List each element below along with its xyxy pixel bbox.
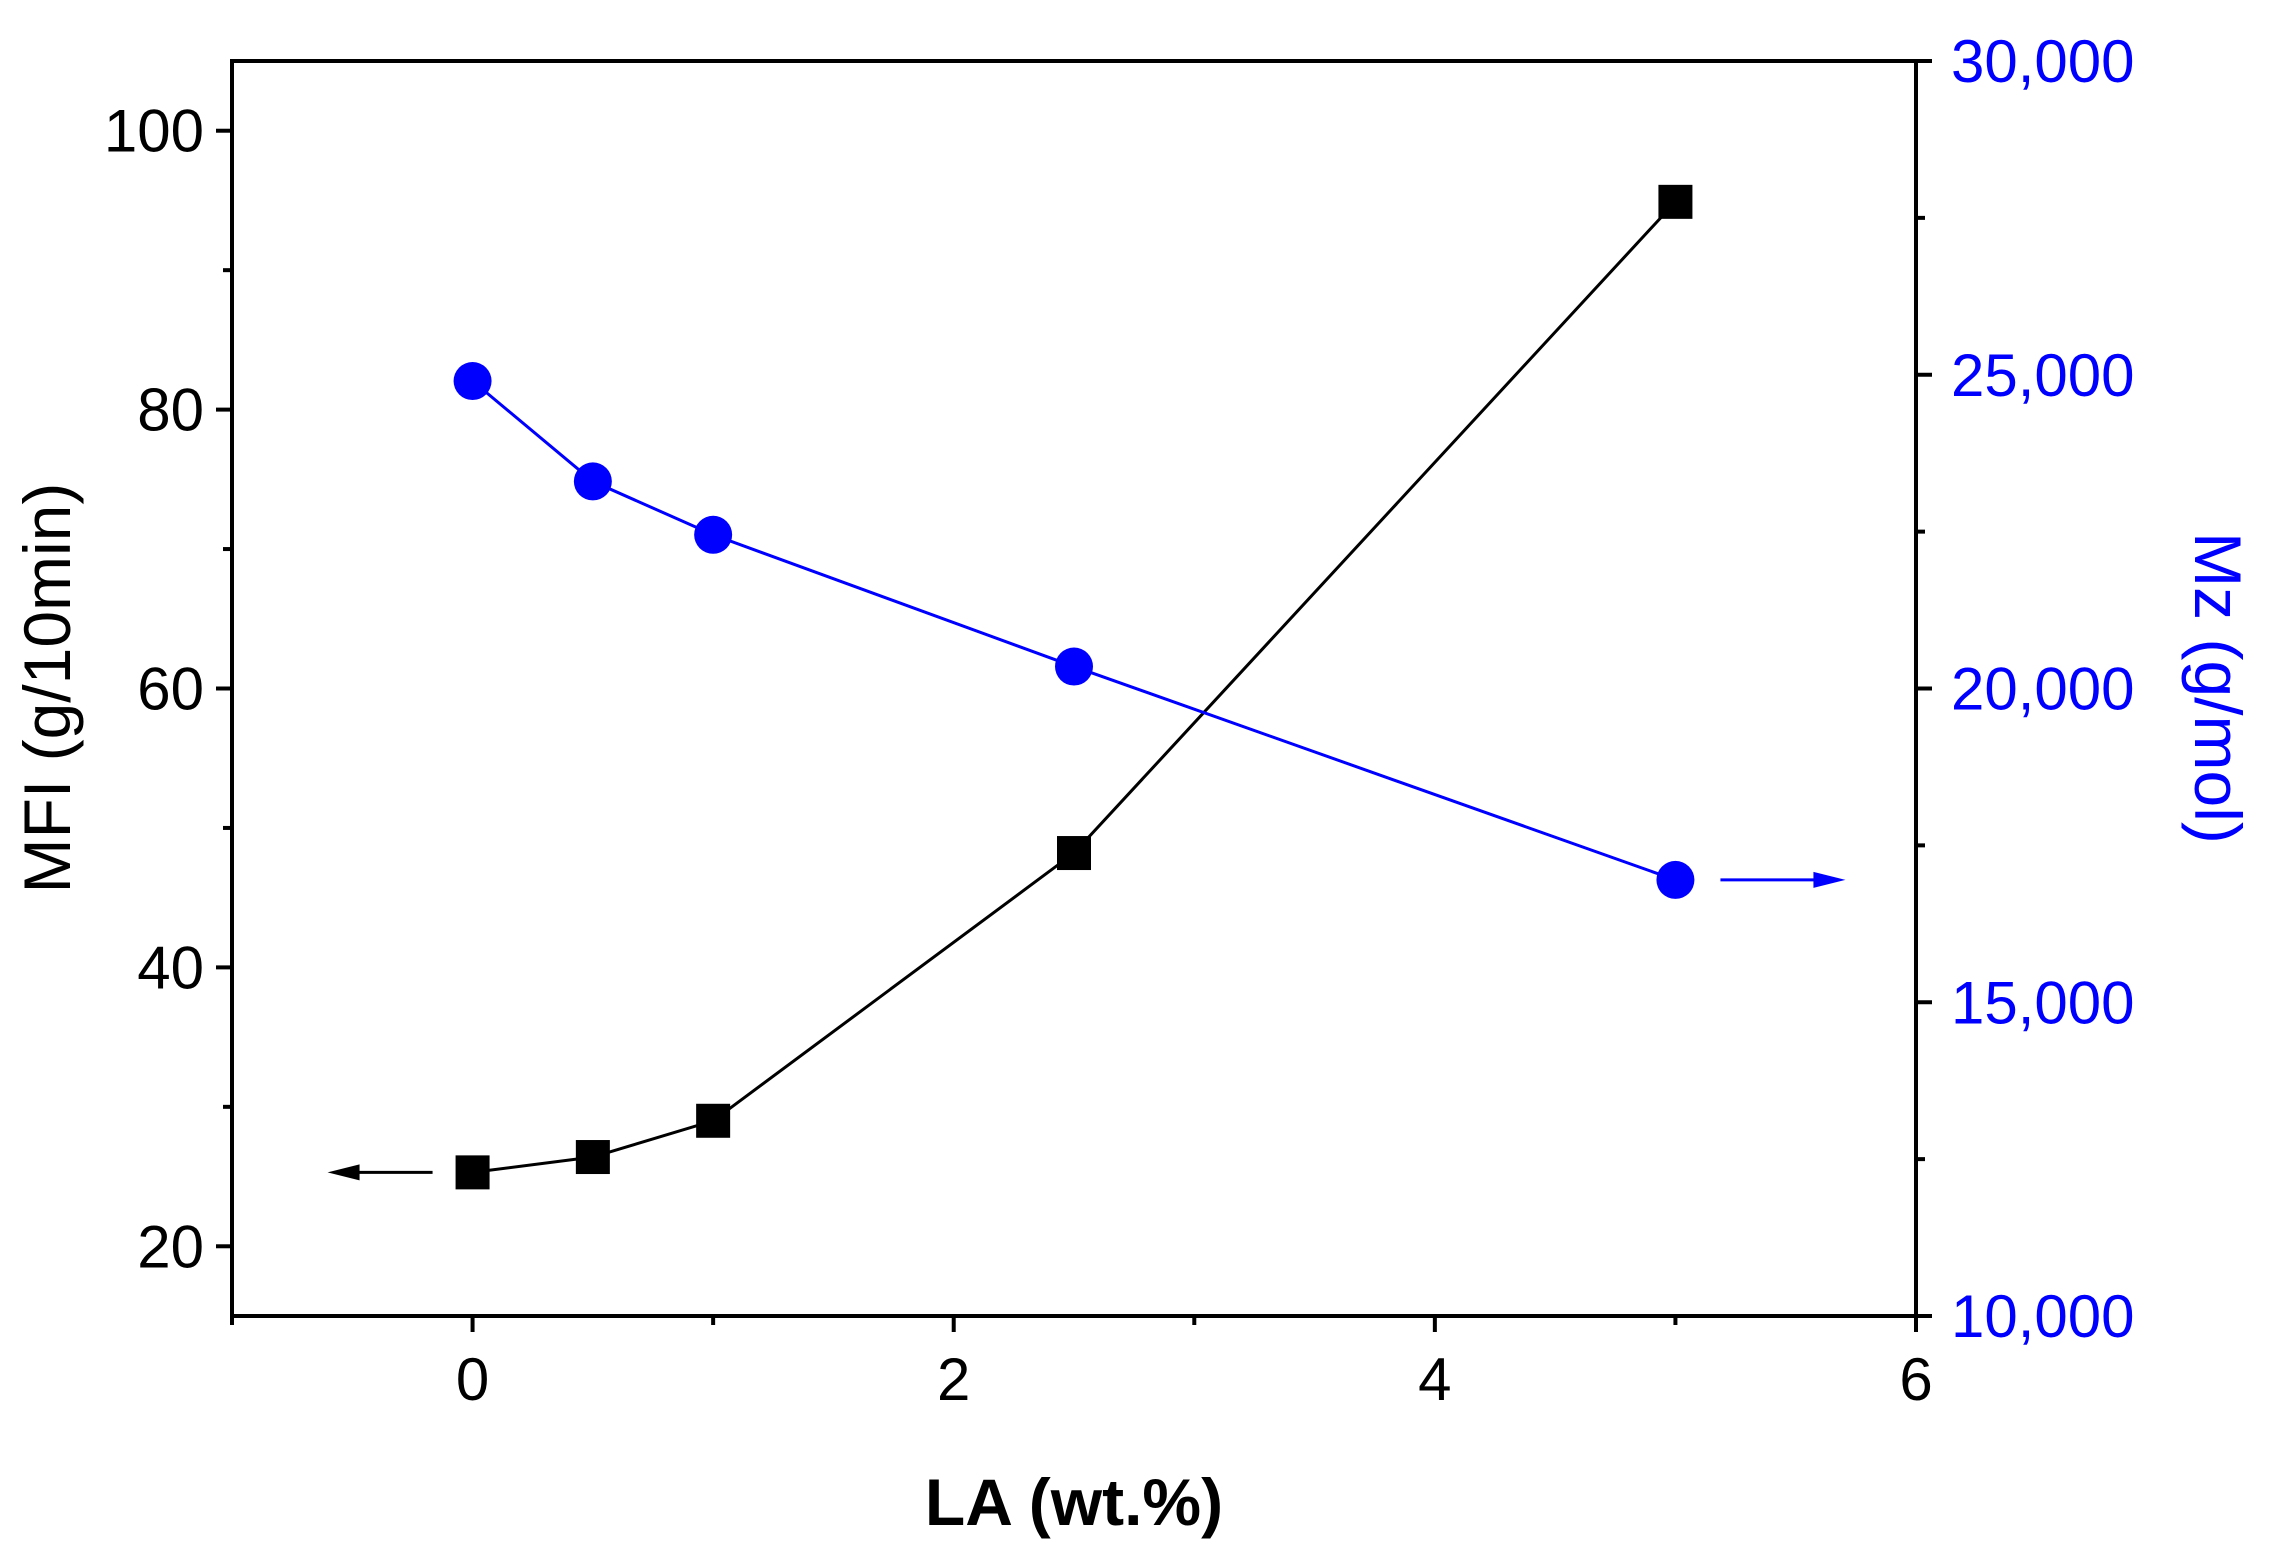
y-left-tick-label: 80	[137, 377, 204, 444]
plot-frame	[230, 59, 1918, 1318]
x-axis-ticks: 0 2 4 6	[230, 1316, 1933, 1413]
right-y-axis-label: Mz (g/mol)	[2181, 532, 2255, 844]
axis-arrows	[327, 871, 1846, 1181]
y-left-tick-label: 60	[137, 656, 204, 723]
mfi-data-point	[696, 1103, 731, 1138]
mfi-data-point	[575, 1140, 610, 1175]
y-right-tick-label: 25,000	[1951, 342, 2135, 409]
mz-data-point	[573, 462, 612, 501]
left-y-axis-label: MFI (g/10min)	[10, 483, 84, 894]
left-y-axis-ticks: 20 40 60 80 100	[104, 98, 232, 1280]
mfi-data-point	[1658, 184, 1693, 219]
mfi-data-point	[1057, 836, 1091, 871]
right-y-axis-ticks: 10,000 15,000 20,000 25,000 30,000	[1916, 28, 2135, 1350]
data-series	[453, 184, 1695, 1190]
y-right-tick-label: 15,000	[1951, 969, 2135, 1036]
series-line-mfi	[472, 200, 1677, 1174]
x-tick-label: 4	[1418, 1346, 1451, 1413]
y-left-tick-label: 40	[137, 934, 204, 1001]
y-right-tick-label: 10,000	[1951, 1283, 2135, 1350]
right-arrow-icon	[1813, 871, 1846, 888]
x-axis-label: LA (wt.%)	[925, 1465, 1223, 1539]
x-tick-label: 2	[937, 1346, 970, 1413]
mz-data-point	[453, 362, 492, 401]
x-tick-label: 6	[1899, 1346, 1932, 1413]
y-left-tick-label: 20	[137, 1213, 204, 1280]
mfi-data-point	[455, 1155, 490, 1190]
mz-data-point	[1055, 647, 1093, 686]
left-arrow-icon	[327, 1164, 360, 1181]
y-right-tick-label: 20,000	[1951, 656, 2135, 723]
mz-data-point	[1656, 860, 1695, 899]
x-tick-label: 0	[456, 1346, 489, 1413]
y-right-tick-label: 30,000	[1951, 28, 2135, 95]
y-left-tick-label: 100	[104, 98, 204, 165]
series-line-mz	[471, 379, 1676, 882]
mz-data-point	[694, 515, 733, 554]
